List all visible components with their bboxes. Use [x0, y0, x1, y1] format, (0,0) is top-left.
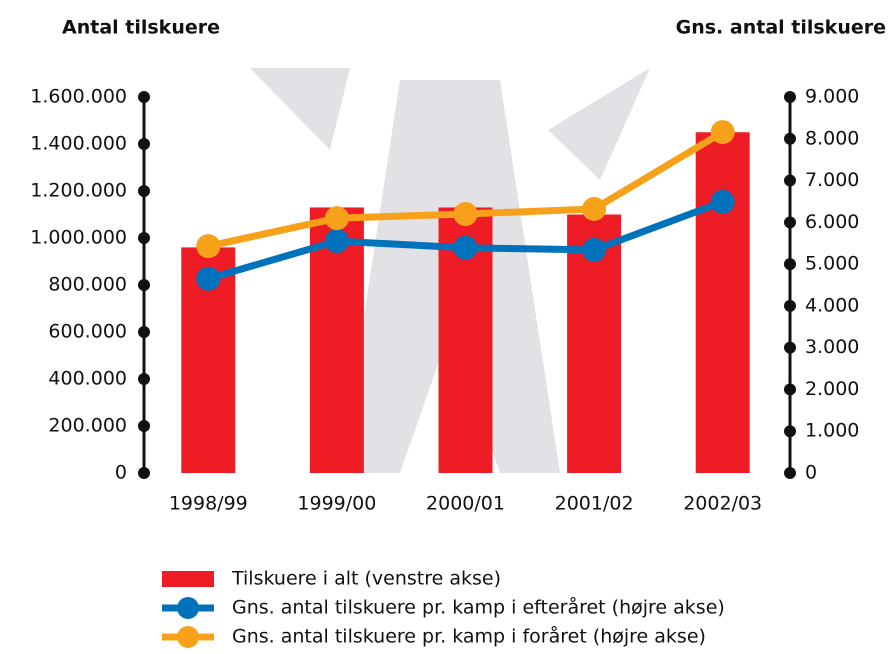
y2-tick-mark [784, 216, 796, 229]
legend-swatch [177, 597, 199, 619]
x-tick-label: 2000/01 [426, 493, 505, 515]
y-tick-mark [138, 373, 150, 385]
line-marker [582, 237, 607, 262]
y2-tick-mark [784, 132, 796, 145]
y-tick-label: 800.000 [48, 274, 127, 296]
y-tick-label: 0 [115, 462, 127, 484]
x-tick-label: 2002/03 [683, 493, 762, 515]
bar [695, 132, 750, 473]
y2-tick-label: 0 [805, 462, 817, 484]
legend-label: Tilskuere i alt (venstre akse) [231, 568, 501, 590]
line-marker [196, 234, 221, 259]
y-tick-mark [138, 279, 150, 291]
y2-tick-label: 7.000 [805, 169, 859, 191]
y2-tick-label: 2.000 [805, 378, 859, 400]
y-tick-label: 1.600.000 [30, 86, 127, 108]
y-tick-mark [138, 138, 150, 150]
y-tick-label: 200.000 [48, 415, 127, 437]
line-marker [324, 206, 349, 231]
x-tick-label: 1998/99 [169, 493, 248, 515]
y2-tick-mark [784, 383, 796, 396]
legend-label: Gns. antal tilskuere pr. kamp i foråret … [232, 625, 706, 648]
y2-tick-label: 8.000 [805, 127, 859, 149]
y2-tick-label: 5.000 [805, 253, 859, 275]
y-tick-label: 600.000 [48, 321, 127, 343]
y2-tick-label: 9.000 [805, 86, 859, 108]
y-tick-mark [138, 420, 150, 432]
y2-tick-label: 6.000 [805, 211, 859, 233]
line-marker [453, 235, 478, 260]
y2-tick-mark [784, 341, 796, 354]
legend-label: Gns. antal tilskuere pr. kamp i efteråre… [232, 596, 725, 619]
y-tick-mark [138, 91, 150, 103]
x-tick-label: 2001/02 [555, 493, 634, 515]
y2-tick-mark [784, 467, 796, 479]
y-tick-label: 1.000.000 [30, 227, 127, 249]
y2-tick-label: 1.000 [805, 420, 859, 442]
legend-swatch [177, 626, 199, 648]
y-tick-mark [138, 232, 150, 244]
line-marker [196, 266, 221, 291]
y-tick-mark [138, 185, 150, 197]
y2-tick-label: 4.000 [805, 294, 859, 316]
y2-tick-mark [784, 91, 796, 103]
y2-tick-mark [784, 299, 796, 312]
legend-swatch [162, 571, 214, 587]
x-tick-label: 1999/00 [297, 493, 376, 515]
y-tick-mark [138, 467, 150, 479]
line-marker [710, 189, 735, 214]
y-tick-label: 1.200.000 [30, 180, 127, 202]
y-tick-label: 400.000 [48, 368, 127, 390]
y2-tick-mark [784, 425, 796, 438]
y2-tick-mark [784, 174, 796, 187]
line-marker [324, 229, 349, 254]
line-marker [710, 120, 735, 145]
line-marker [582, 196, 607, 221]
line-marker [453, 201, 478, 226]
y-axis-title: Antal tilskuere [62, 17, 220, 39]
y-tick-label: 1.400.000 [30, 133, 127, 155]
y2-axis-title: Gns. antal tilskuere [676, 17, 886, 39]
y2-tick-label: 3.000 [805, 336, 859, 358]
y-tick-mark [138, 326, 150, 338]
y2-tick-mark [784, 258, 796, 271]
